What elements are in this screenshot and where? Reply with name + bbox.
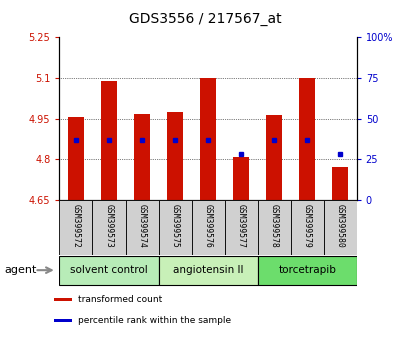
Text: GSM399577: GSM399577 [236,204,245,248]
Text: transformed count: transformed count [78,295,162,304]
Bar [158,200,191,255]
Text: GSM399573: GSM399573 [104,204,113,248]
Bar [59,200,92,255]
Text: GSM399579: GSM399579 [302,204,311,248]
Bar [158,256,257,285]
Bar [59,256,158,285]
Bar [257,200,290,255]
Text: GSM399572: GSM399572 [71,204,80,248]
Bar [199,78,216,200]
Bar [224,200,257,255]
Bar [125,200,158,255]
Bar [54,319,72,322]
Bar [331,167,348,200]
Bar [54,298,72,301]
Text: solvent control: solvent control [70,265,148,275]
Bar [101,81,117,200]
Bar [133,114,150,200]
Bar [232,156,249,200]
Text: angiotensin II: angiotensin II [173,265,243,275]
Text: percentile rank within the sample: percentile rank within the sample [78,316,231,325]
Bar [67,117,84,200]
Text: GSM399578: GSM399578 [269,204,278,248]
Text: GDS3556 / 217567_at: GDS3556 / 217567_at [128,12,281,27]
Bar [191,200,224,255]
Text: agent: agent [4,265,36,275]
Bar [92,200,125,255]
Text: GSM399580: GSM399580 [335,204,344,248]
Text: torcetrapib: torcetrapib [278,265,335,275]
Bar [323,200,356,255]
Text: GSM399576: GSM399576 [203,204,212,248]
Text: GSM399574: GSM399574 [137,204,146,248]
Text: GSM399575: GSM399575 [170,204,179,248]
Bar [166,112,183,200]
Bar [290,200,323,255]
Bar [257,256,356,285]
Bar [265,115,282,200]
Bar [298,78,315,200]
